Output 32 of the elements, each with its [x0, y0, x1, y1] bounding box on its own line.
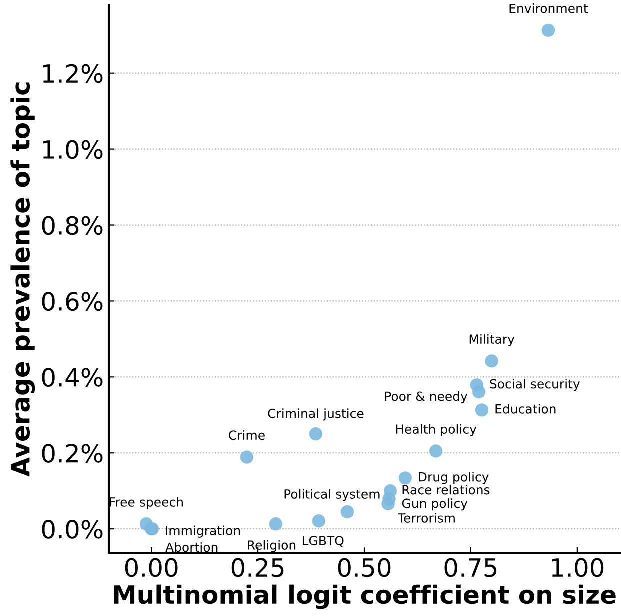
x-tick-label: 0.75: [444, 558, 497, 578]
annotation: Terrorism: [398, 513, 455, 523]
annotation: Gun policy: [402, 498, 468, 511]
annotation: LGBTQ: [302, 536, 344, 547]
x-tick-label: 0.50: [338, 558, 391, 578]
annotation: Free speech: [110, 497, 183, 510]
annotation: Political system: [284, 489, 380, 502]
annotation: Crime: [229, 430, 265, 440]
annotation: Criminal justice: [268, 408, 364, 421]
annotation: Environment: [510, 4, 588, 14]
y-axis-title: Average prevalence of topic: [10, 82, 36, 477]
y-tick-label: 0.4%: [42, 368, 103, 388]
annotation: Poor & needy: [385, 391, 468, 404]
y-tick-label: 0.2%: [42, 444, 103, 463]
y-tick-label: 0.8%: [42, 216, 103, 236]
annotation: Drug policy: [419, 472, 489, 484]
annotation: Immigration: [166, 526, 240, 538]
annotation: Race relations: [402, 485, 490, 495]
annotation: Abortion: [166, 542, 218, 552]
y-tick-label: 0.6%: [42, 292, 103, 312]
x-tick-label: 1.00: [552, 558, 604, 578]
annotation: Religion: [248, 540, 296, 552]
annotation: Education: [496, 404, 556, 414]
annotation: Social security: [490, 379, 580, 392]
y-tick-label: 1.2%: [43, 64, 103, 84]
annotation: Military: [470, 334, 515, 346]
x-tick-label: 0.25: [232, 558, 284, 578]
annotation: Health policy: [396, 424, 477, 436]
y-tick-label: 0.0%: [42, 520, 103, 539]
x-axis-title: Multinomial logit coefficient on size: [114, 584, 616, 610]
x-tick-label: 0.00: [125, 558, 178, 578]
y-tick-label: 1.0%: [43, 140, 103, 160]
